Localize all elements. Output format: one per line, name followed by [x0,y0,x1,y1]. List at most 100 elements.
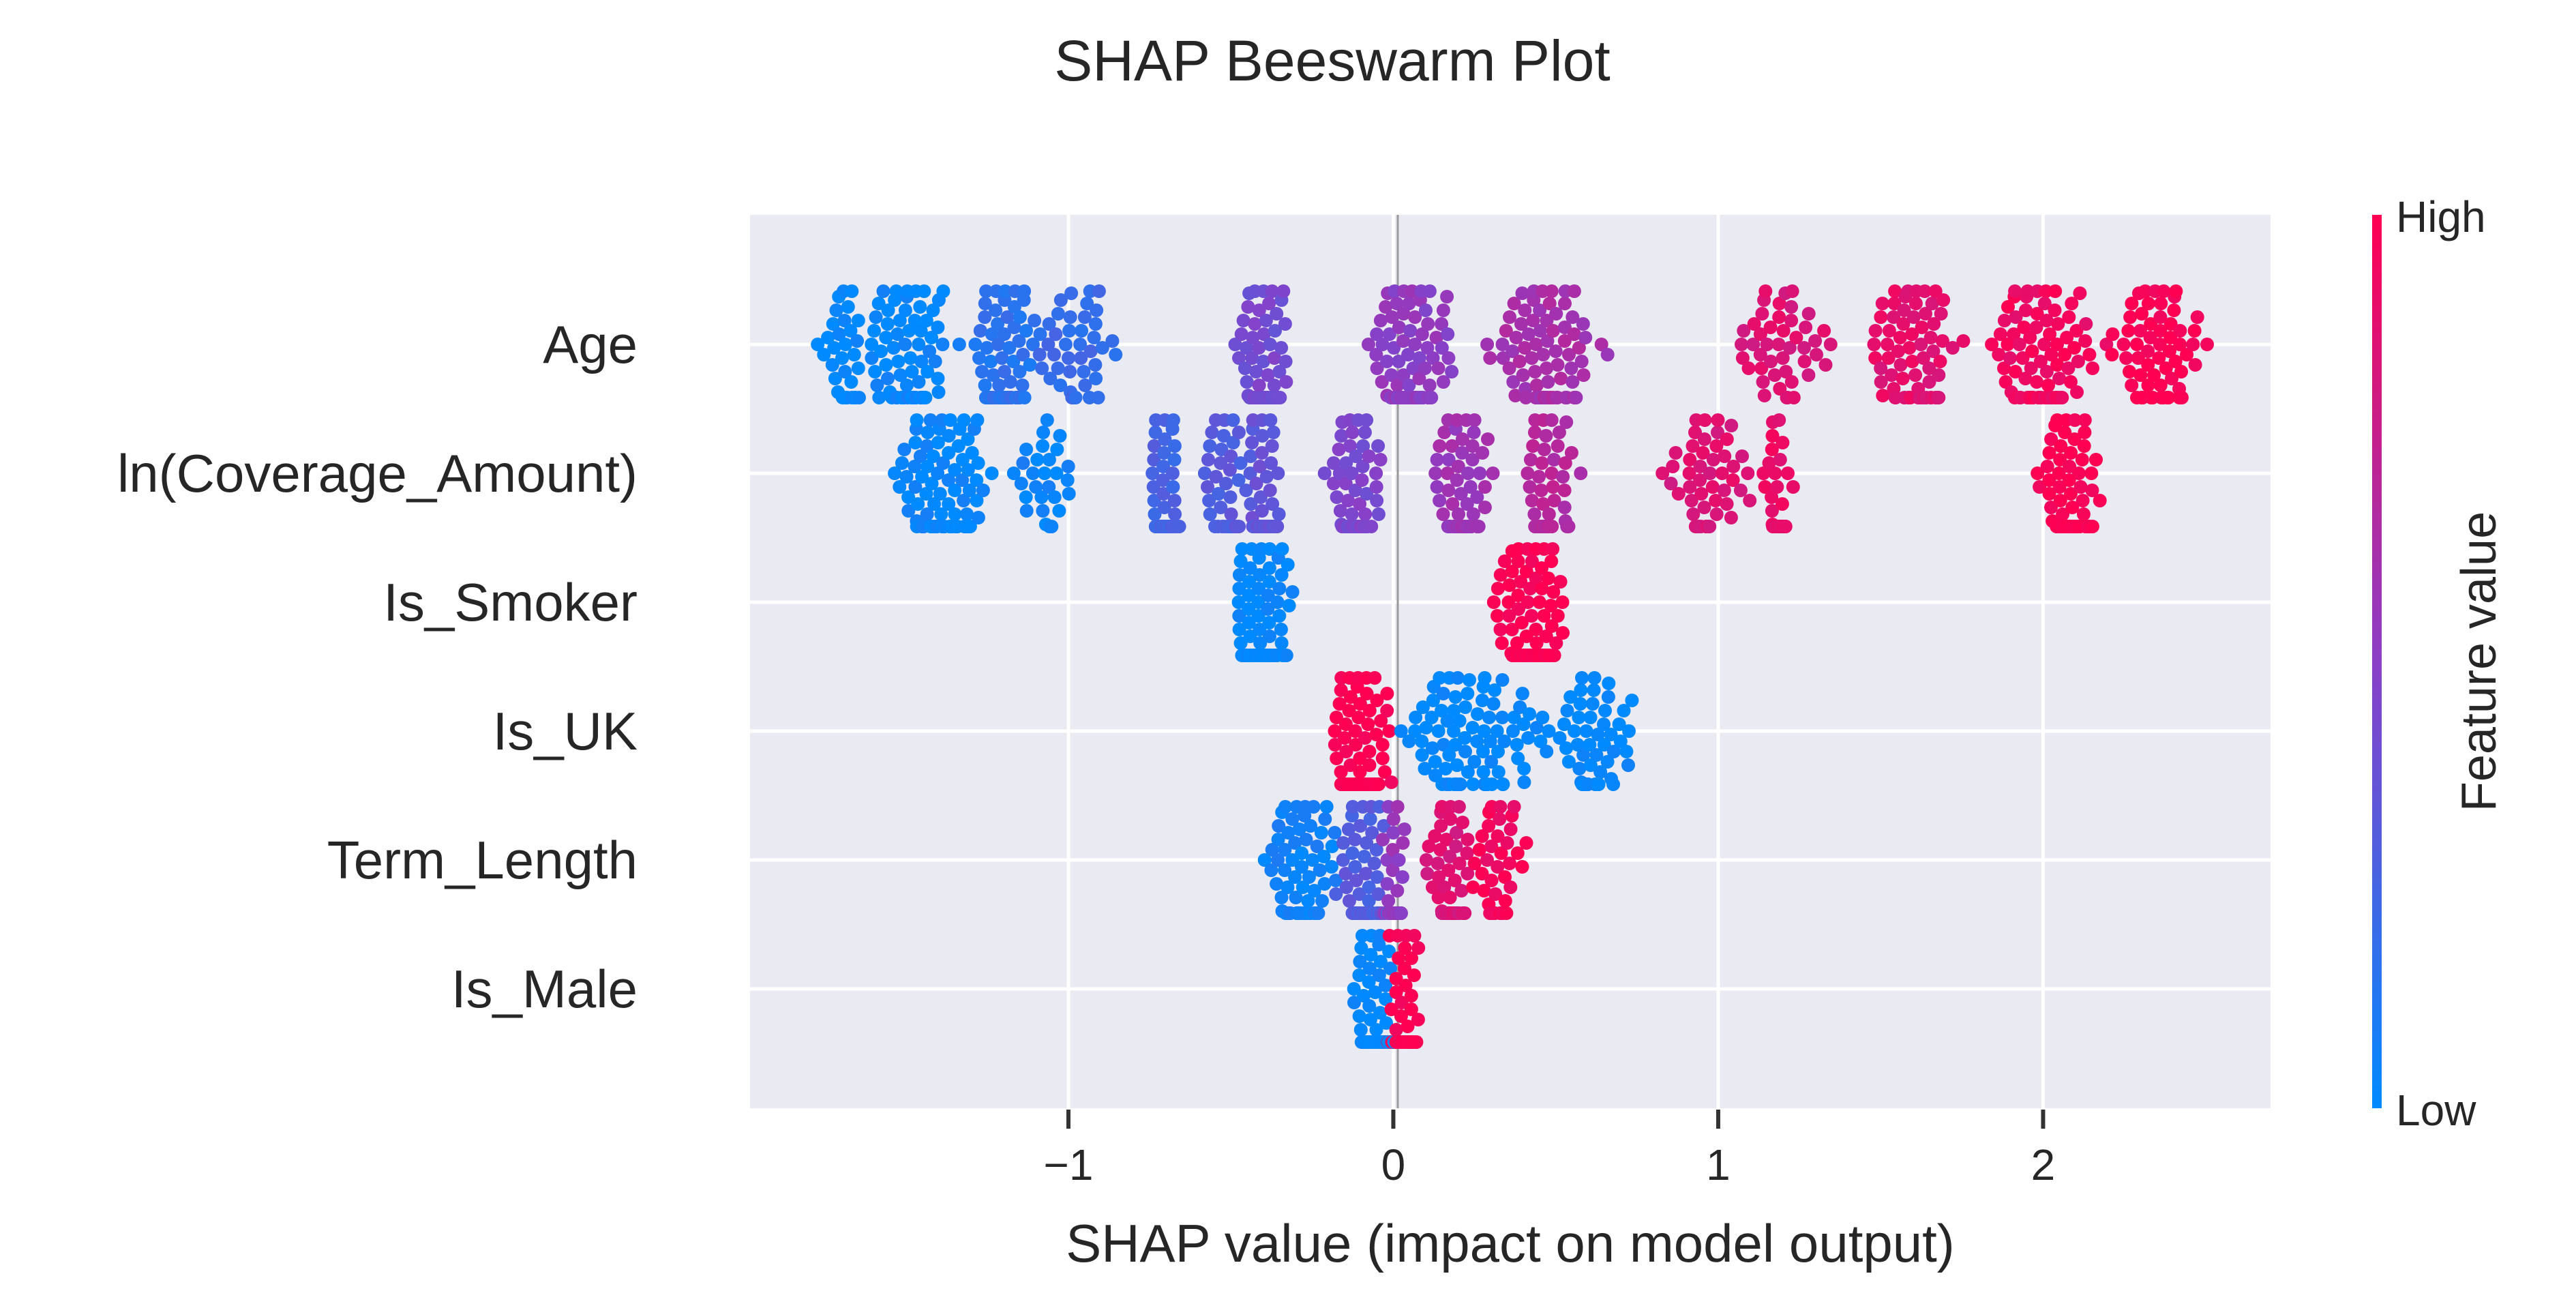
shap-point [1560,704,1574,717]
shap-point [2008,284,2022,298]
shap-point [1408,310,1422,324]
shap-point [2188,358,2202,372]
shap-point [1549,307,1563,321]
shap-point [1998,375,2013,389]
shap-point [1460,846,1474,860]
shap-point [1386,826,1401,840]
shap-point [920,365,935,379]
shap-point [1362,745,1377,758]
shap-point [1475,829,1489,843]
shap-point [1502,361,1516,375]
colorbar-title: Feature value [2452,511,2506,812]
shap-point [1259,470,1274,484]
shap-point [1390,379,1405,392]
shap-point [1432,870,1446,884]
shap-point [1285,853,1300,867]
shap-point [1503,822,1518,836]
shap-point [2060,331,2074,344]
shap-point [1249,365,1263,379]
shap-point [1007,300,1021,314]
shap-point [1441,327,1455,341]
shap-point [2020,284,2035,298]
shap-point [1554,372,1568,385]
shap-point [1546,480,1560,494]
shap-point [1557,334,1572,348]
shap-point [1770,480,1784,494]
shap-point [1242,575,1257,589]
shap-point [1524,453,1538,466]
shap-point [1431,891,1446,904]
shap-point [1484,755,1499,769]
shap-point [1343,690,1358,704]
shap-point [1274,636,1289,650]
shap-point [1369,348,1383,361]
shap-point [1334,683,1348,697]
shap-point [1029,480,1043,494]
shap-point [1326,477,1341,490]
shap-point [1343,894,1356,908]
shap-point [1440,714,1454,728]
shap-point [1914,338,1928,351]
shap-point [1415,734,1429,748]
shap-point [1265,497,1280,511]
shap-point [891,355,905,368]
shap-point [1387,341,1401,355]
shap-point [2085,484,2099,497]
shap-point [931,385,946,399]
shap-point [1389,985,1403,999]
shap-point [1398,979,1413,992]
shap-point [1338,717,1353,731]
shap-point [972,351,986,365]
shap-point [1527,507,1542,521]
shap-point [1339,456,1353,470]
shap-point [1446,497,1460,511]
shap-point [1212,487,1226,501]
shap-point [1373,453,1388,466]
shap-point [965,446,979,460]
shap-point [886,341,901,355]
shap-point [1461,466,1475,480]
shap-point [1281,826,1296,840]
shap-point [1711,413,1725,427]
shap-point [1503,310,1516,324]
shap-point [1251,609,1265,623]
shap-point [1784,314,1799,327]
shap-point [1556,470,1570,484]
shap-point [943,413,957,427]
shap-point [1764,355,1778,368]
shap-point [1384,775,1398,789]
shap-point [1369,1023,1383,1037]
shap-point [1502,609,1516,623]
shap-point [1292,822,1306,836]
shap-point [1403,324,1418,338]
shap-point [1500,836,1514,850]
shap-point [1434,819,1448,833]
shap-point [1353,955,1367,968]
shap-point [1362,704,1377,717]
shap-point [1251,595,1265,609]
shap-point [1274,623,1288,636]
shap-point [1401,348,1416,361]
x-tick-label: −1 [1043,1140,1093,1189]
shap-point [923,344,937,358]
shap-point [1318,812,1332,826]
shap-point [2062,473,2076,487]
shap-point [2131,351,2145,365]
shap-point [901,490,916,504]
shap-point [841,300,855,314]
shap-point [1415,748,1429,762]
shap-point [1551,358,1565,372]
shap-point [1397,822,1411,836]
shap-point [1547,649,1561,662]
shap-point [1233,636,1248,650]
shap-point [2064,446,2078,460]
shap-point [1452,714,1467,728]
shap-point [913,449,927,463]
shap-point [1542,297,1557,310]
shap-point [1868,324,1883,338]
shap-point [851,314,865,327]
shap-point [1453,777,1467,791]
shap-point [1386,863,1400,877]
shap-point [1051,361,1065,375]
shap-point [1776,324,1791,338]
